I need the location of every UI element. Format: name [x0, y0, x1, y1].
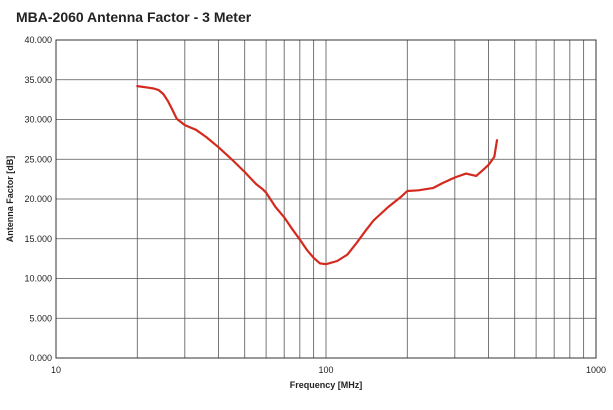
chart-title: MBA-2060 Antenna Factor - 3 Meter [16, 9, 252, 25]
y-axis-label: Antenna Factor [dB] [5, 156, 15, 243]
y-tick-label: 0.000 [29, 353, 52, 363]
y-tick-label: 10.000 [24, 274, 52, 284]
y-tick-label: 25.000 [24, 154, 52, 164]
grid [56, 40, 596, 358]
y-tick-label: 40.000 [24, 35, 52, 45]
x-tick-label: 1000 [586, 365, 606, 375]
y-tick-label: 5.000 [29, 313, 52, 323]
x-tick-labels: 10 100 1000 [51, 365, 606, 375]
series-group [136, 85, 499, 266]
plot-area [55, 39, 597, 359]
x-axis-label: Frequency [MHz] [290, 380, 363, 390]
y-tick-label: 30.000 [24, 115, 52, 125]
y-tick-label: 35.000 [24, 75, 52, 85]
y-tick-label: 15.000 [24, 234, 52, 244]
x-tick-label: 10 [51, 365, 61, 375]
y-tick-labels: 0.000 5.000 10.000 15.000 20.000 25.000 30.000… [24, 35, 52, 363]
x-tick-label: 100 [318, 365, 333, 375]
series-line [136, 85, 499, 266]
y-tick-label: 20.000 [24, 194, 52, 204]
